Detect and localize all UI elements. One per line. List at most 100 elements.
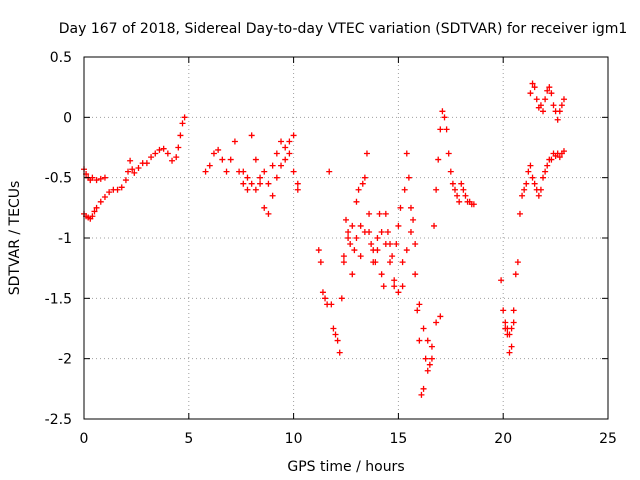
data-point — [393, 241, 400, 248]
data-point — [439, 108, 446, 115]
data-point — [290, 132, 297, 139]
x-tick-label: 0 — [80, 431, 89, 447]
x-tick-label: 20 — [494, 431, 512, 447]
data-point — [152, 150, 159, 157]
data-point — [407, 204, 414, 211]
data-point — [129, 166, 136, 173]
data-point — [556, 154, 563, 161]
y-tick-label: -1 — [58, 231, 72, 247]
data-point — [416, 337, 423, 344]
data-point — [357, 222, 364, 229]
data-point — [540, 174, 547, 181]
data-point — [334, 337, 341, 344]
series-seg1-lower — [81, 114, 188, 222]
data-point — [269, 192, 276, 199]
data-point — [181, 114, 188, 121]
data-point — [519, 192, 526, 199]
data-point — [278, 162, 285, 169]
data-point — [540, 108, 547, 115]
data-point — [387, 259, 394, 266]
data-point — [244, 174, 251, 181]
data-point — [556, 108, 563, 115]
data-point — [420, 385, 427, 392]
data-point — [265, 210, 272, 217]
data-point — [349, 222, 356, 229]
data-point — [456, 198, 463, 205]
data-point — [420, 325, 427, 332]
y-tick-label: -2 — [58, 352, 72, 368]
data-point — [550, 102, 557, 109]
x-tick-labels: 0 5 10 15 20 25 — [80, 431, 617, 447]
data-point — [548, 156, 555, 163]
y-tick-label: -0.5 — [45, 171, 72, 187]
data-point — [353, 198, 360, 205]
data-point — [248, 132, 255, 139]
data-point — [395, 289, 402, 296]
data-point — [290, 168, 297, 175]
data-point — [405, 174, 412, 181]
data-point — [338, 295, 345, 302]
data-point — [395, 222, 402, 229]
data-point — [510, 307, 517, 314]
data-point — [508, 325, 515, 332]
data-point — [89, 213, 96, 220]
data-point — [529, 80, 536, 87]
data-point — [433, 319, 440, 326]
data-point — [382, 210, 389, 217]
data-point — [215, 146, 222, 153]
data-point — [506, 349, 513, 356]
data-point — [330, 325, 337, 332]
data-point — [470, 201, 477, 208]
data-point — [326, 168, 333, 175]
x-tick-label: 5 — [184, 431, 193, 447]
data-point — [361, 174, 368, 181]
data-point — [558, 102, 565, 109]
data-point — [91, 208, 98, 215]
data-point — [533, 96, 540, 103]
data-point — [131, 169, 138, 176]
data-point — [537, 186, 544, 193]
data-point — [223, 168, 230, 175]
data-point — [426, 361, 433, 368]
data-point — [101, 174, 108, 181]
x-tick-label: 25 — [599, 431, 617, 447]
data-point — [363, 150, 370, 157]
axis-ticks — [83, 56, 609, 420]
data-point — [227, 156, 234, 163]
data-point — [428, 355, 435, 362]
data-point — [343, 216, 349, 223]
data-point — [454, 192, 461, 199]
data-point — [169, 157, 176, 164]
data-point — [294, 180, 301, 187]
data-point — [410, 216, 417, 223]
data-point — [273, 174, 280, 181]
data-point — [542, 96, 549, 103]
data-point — [143, 160, 150, 167]
data-point — [424, 367, 431, 374]
data-point — [257, 174, 264, 181]
data-point — [529, 174, 536, 181]
series-seg2 — [202, 132, 301, 217]
data-point — [380, 283, 387, 290]
data-point — [391, 283, 398, 290]
data-point — [265, 180, 272, 187]
data-point — [531, 180, 538, 187]
data-point — [462, 192, 469, 199]
data-point — [407, 228, 414, 235]
data-point — [286, 150, 293, 157]
data-point — [282, 144, 289, 151]
data-point — [510, 319, 517, 326]
data-point — [340, 253, 347, 260]
data-point — [512, 271, 519, 278]
data-point — [412, 241, 419, 248]
data-point — [118, 184, 125, 191]
data-point — [347, 241, 354, 248]
data-point — [206, 162, 213, 169]
y-tick-label: 0 — [63, 110, 72, 126]
data-point — [516, 210, 523, 217]
data-point — [345, 235, 352, 241]
data-point — [399, 283, 406, 290]
data-point — [160, 145, 167, 152]
data-point — [403, 150, 410, 157]
data-point — [366, 210, 373, 217]
